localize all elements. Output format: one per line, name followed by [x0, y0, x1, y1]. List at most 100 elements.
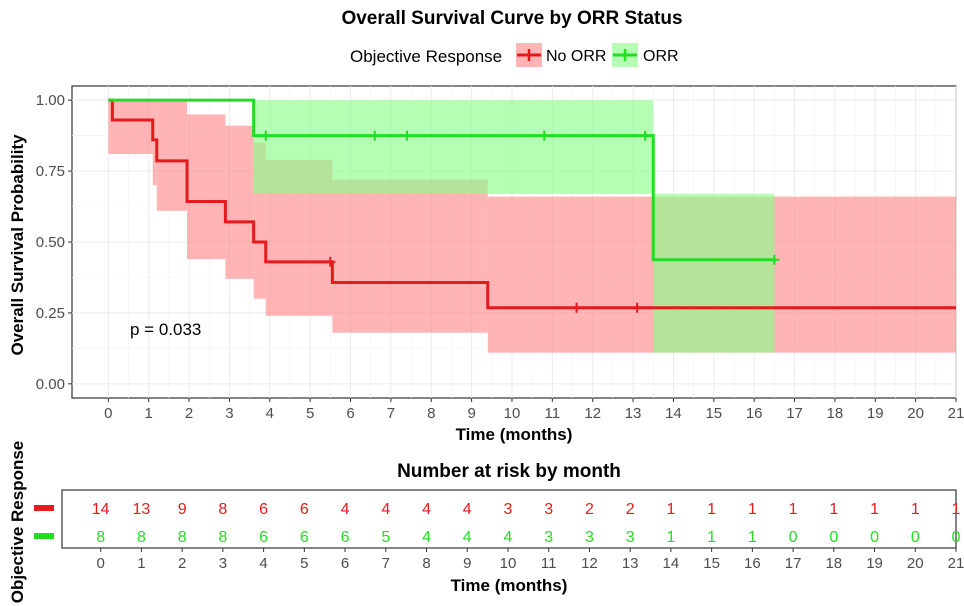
- ci-band-orr: [253, 100, 654, 194]
- risk-value-no-orr: 6: [259, 501, 268, 518]
- risk-x-tick-label: 15: [703, 555, 720, 572]
- x-axis-title: Time (months): [456, 425, 573, 444]
- chart-title: Overall Survival Curve by ORR Status: [341, 8, 682, 29]
- risk-value-orr: 0: [829, 529, 838, 546]
- x-tick-label: 20: [907, 405, 924, 422]
- risk-x-tick-label: 9: [463, 555, 471, 572]
- x-tick-label: 15: [705, 405, 722, 422]
- x-tick-label: 0: [104, 405, 112, 422]
- risk-x-tick-label: 5: [300, 555, 308, 572]
- x-tick-label: 19: [867, 405, 884, 422]
- risk-x-tick-label: 8: [422, 555, 430, 572]
- risk-x-tick-label: 12: [581, 555, 598, 572]
- risk-x-tick-label: 13: [622, 555, 639, 572]
- censor-mark-orr: [769, 254, 780, 265]
- risk-value-no-orr: 1: [952, 501, 961, 518]
- y-tick-label: 0.75: [36, 163, 65, 180]
- x-tick-label: 2: [185, 405, 193, 422]
- risk-value-no-orr: 1: [870, 501, 879, 518]
- risk-x-tick-label: 0: [97, 555, 105, 572]
- x-tick-label: 4: [266, 405, 274, 422]
- x-tick-label: 9: [467, 405, 475, 422]
- risk-x-axis-title: Time (months): [451, 576, 568, 595]
- risk-value-orr: 6: [300, 529, 309, 546]
- risk-x-tick-label: 17: [785, 555, 802, 572]
- risk-x-tick-label: 6: [341, 555, 349, 572]
- risk-table-panel: [61, 489, 957, 549]
- censor-mark-no-orr: [325, 256, 336, 267]
- risk-value-orr: 6: [259, 529, 268, 546]
- risk-value-orr: 6: [341, 529, 350, 546]
- risk-value-orr: 1: [707, 529, 716, 546]
- risk-value-no-orr: 6: [300, 501, 309, 518]
- survival-curves: [108, 98, 956, 313]
- y-tick-label: 1.00: [36, 92, 65, 109]
- risk-x-tick-label: 1: [137, 555, 145, 572]
- legend: Objective Response No ORR ORR: [350, 43, 679, 67]
- censor-mark-orr: [369, 130, 380, 141]
- risk-x-tick-label: 21: [948, 555, 964, 572]
- x-tick-label: 16: [746, 405, 763, 422]
- ci-band-orr: [653, 193, 775, 353]
- ci-band-no-orr: [152, 100, 157, 186]
- x-tick-label: 1: [145, 405, 153, 422]
- y-axis-ticks: 0.00 0.25 0.50 0.75 1.00: [36, 92, 72, 393]
- risk-value-orr: 5: [381, 529, 390, 546]
- censor-mark-no-orr: [571, 302, 582, 313]
- risk-value-orr: 8: [178, 529, 187, 546]
- risk-value-orr: 1: [666, 529, 675, 546]
- risk-x-tick-label: 10: [500, 555, 517, 572]
- risk-key-orr: [34, 533, 54, 539]
- risk-value-no-orr: 3: [504, 501, 513, 518]
- risk-value-orr: 3: [626, 529, 635, 546]
- x-tick-label: 11: [545, 405, 561, 422]
- risk-value-no-orr: 2: [585, 501, 594, 518]
- ci-band-no-orr: [156, 100, 188, 211]
- y-tick-label: 0.00: [36, 376, 65, 393]
- risk-value-orr: 3: [585, 529, 594, 546]
- risk-value-no-orr: 4: [463, 501, 472, 518]
- risk-value-orr: 0: [952, 529, 961, 546]
- risk-value-no-orr: 8: [218, 501, 227, 518]
- risk-value-no-orr: 1: [666, 501, 675, 518]
- x-tick-label: 10: [504, 405, 521, 422]
- censor-mark-orr: [260, 130, 271, 141]
- risk-x-tick-label: 4: [259, 555, 267, 572]
- risk-table-title: Number at risk by month: [397, 461, 621, 482]
- risk-value-no-orr: 1: [789, 501, 798, 518]
- y-axis-title: Overall Survival Probability: [8, 134, 27, 356]
- risk-value-orr: 0: [870, 529, 879, 546]
- risk-value-no-orr: 1: [748, 501, 757, 518]
- risk-value-no-orr: 2: [626, 501, 635, 518]
- x-tick-label: 14: [665, 405, 682, 422]
- risk-value-orr: 1: [748, 529, 757, 546]
- x-tick-label: 18: [827, 405, 844, 422]
- risk-x-tick-label: 20: [907, 555, 924, 572]
- risk-x-tick-label: 2: [178, 555, 186, 572]
- y-tick-label: 0.50: [36, 234, 65, 251]
- y-tick-label: 0.25: [36, 305, 65, 322]
- x-tick-label: 6: [346, 405, 354, 422]
- x-axis-ticks: 0 1 2 3 4 5 6 7 8 9 10 11 12 13 14 15 16 17 18 19 20 21: [104, 398, 964, 422]
- censor-mark-no-orr: [632, 302, 643, 313]
- risk-value-orr: 4: [504, 529, 513, 546]
- x-tick-label: 3: [225, 405, 233, 422]
- risk-x-tick-label: 19: [866, 555, 883, 572]
- confidence-bands: [108, 100, 956, 353]
- x-tick-label: 5: [306, 405, 314, 422]
- ci-band-no-orr: [225, 125, 254, 279]
- x-tick-label: 13: [625, 405, 642, 422]
- risk-value-no-orr: 1: [707, 501, 716, 518]
- x-tick-label: 21: [948, 405, 964, 422]
- survival-curve-no-orr: [108, 98, 956, 310]
- x-tick-label: 17: [786, 405, 803, 422]
- risk-value-orr: 4: [463, 529, 472, 546]
- risk-value-orr: 0: [789, 529, 798, 546]
- risk-values: 14 13 9 8 6 6 4 4 4 4 3 3 2 2 1 1 1 1 1 1 1 1 8 8 8 8 6 6 6 5 4 4 4 3 3 3 1 1…: [92, 501, 961, 546]
- risk-value-no-orr: 4: [381, 501, 390, 518]
- censor-mark-orr: [402, 130, 413, 141]
- risk-value-orr: 8: [96, 529, 105, 546]
- x-tick-label: 12: [584, 405, 601, 422]
- risk-value-orr: 0: [911, 529, 920, 546]
